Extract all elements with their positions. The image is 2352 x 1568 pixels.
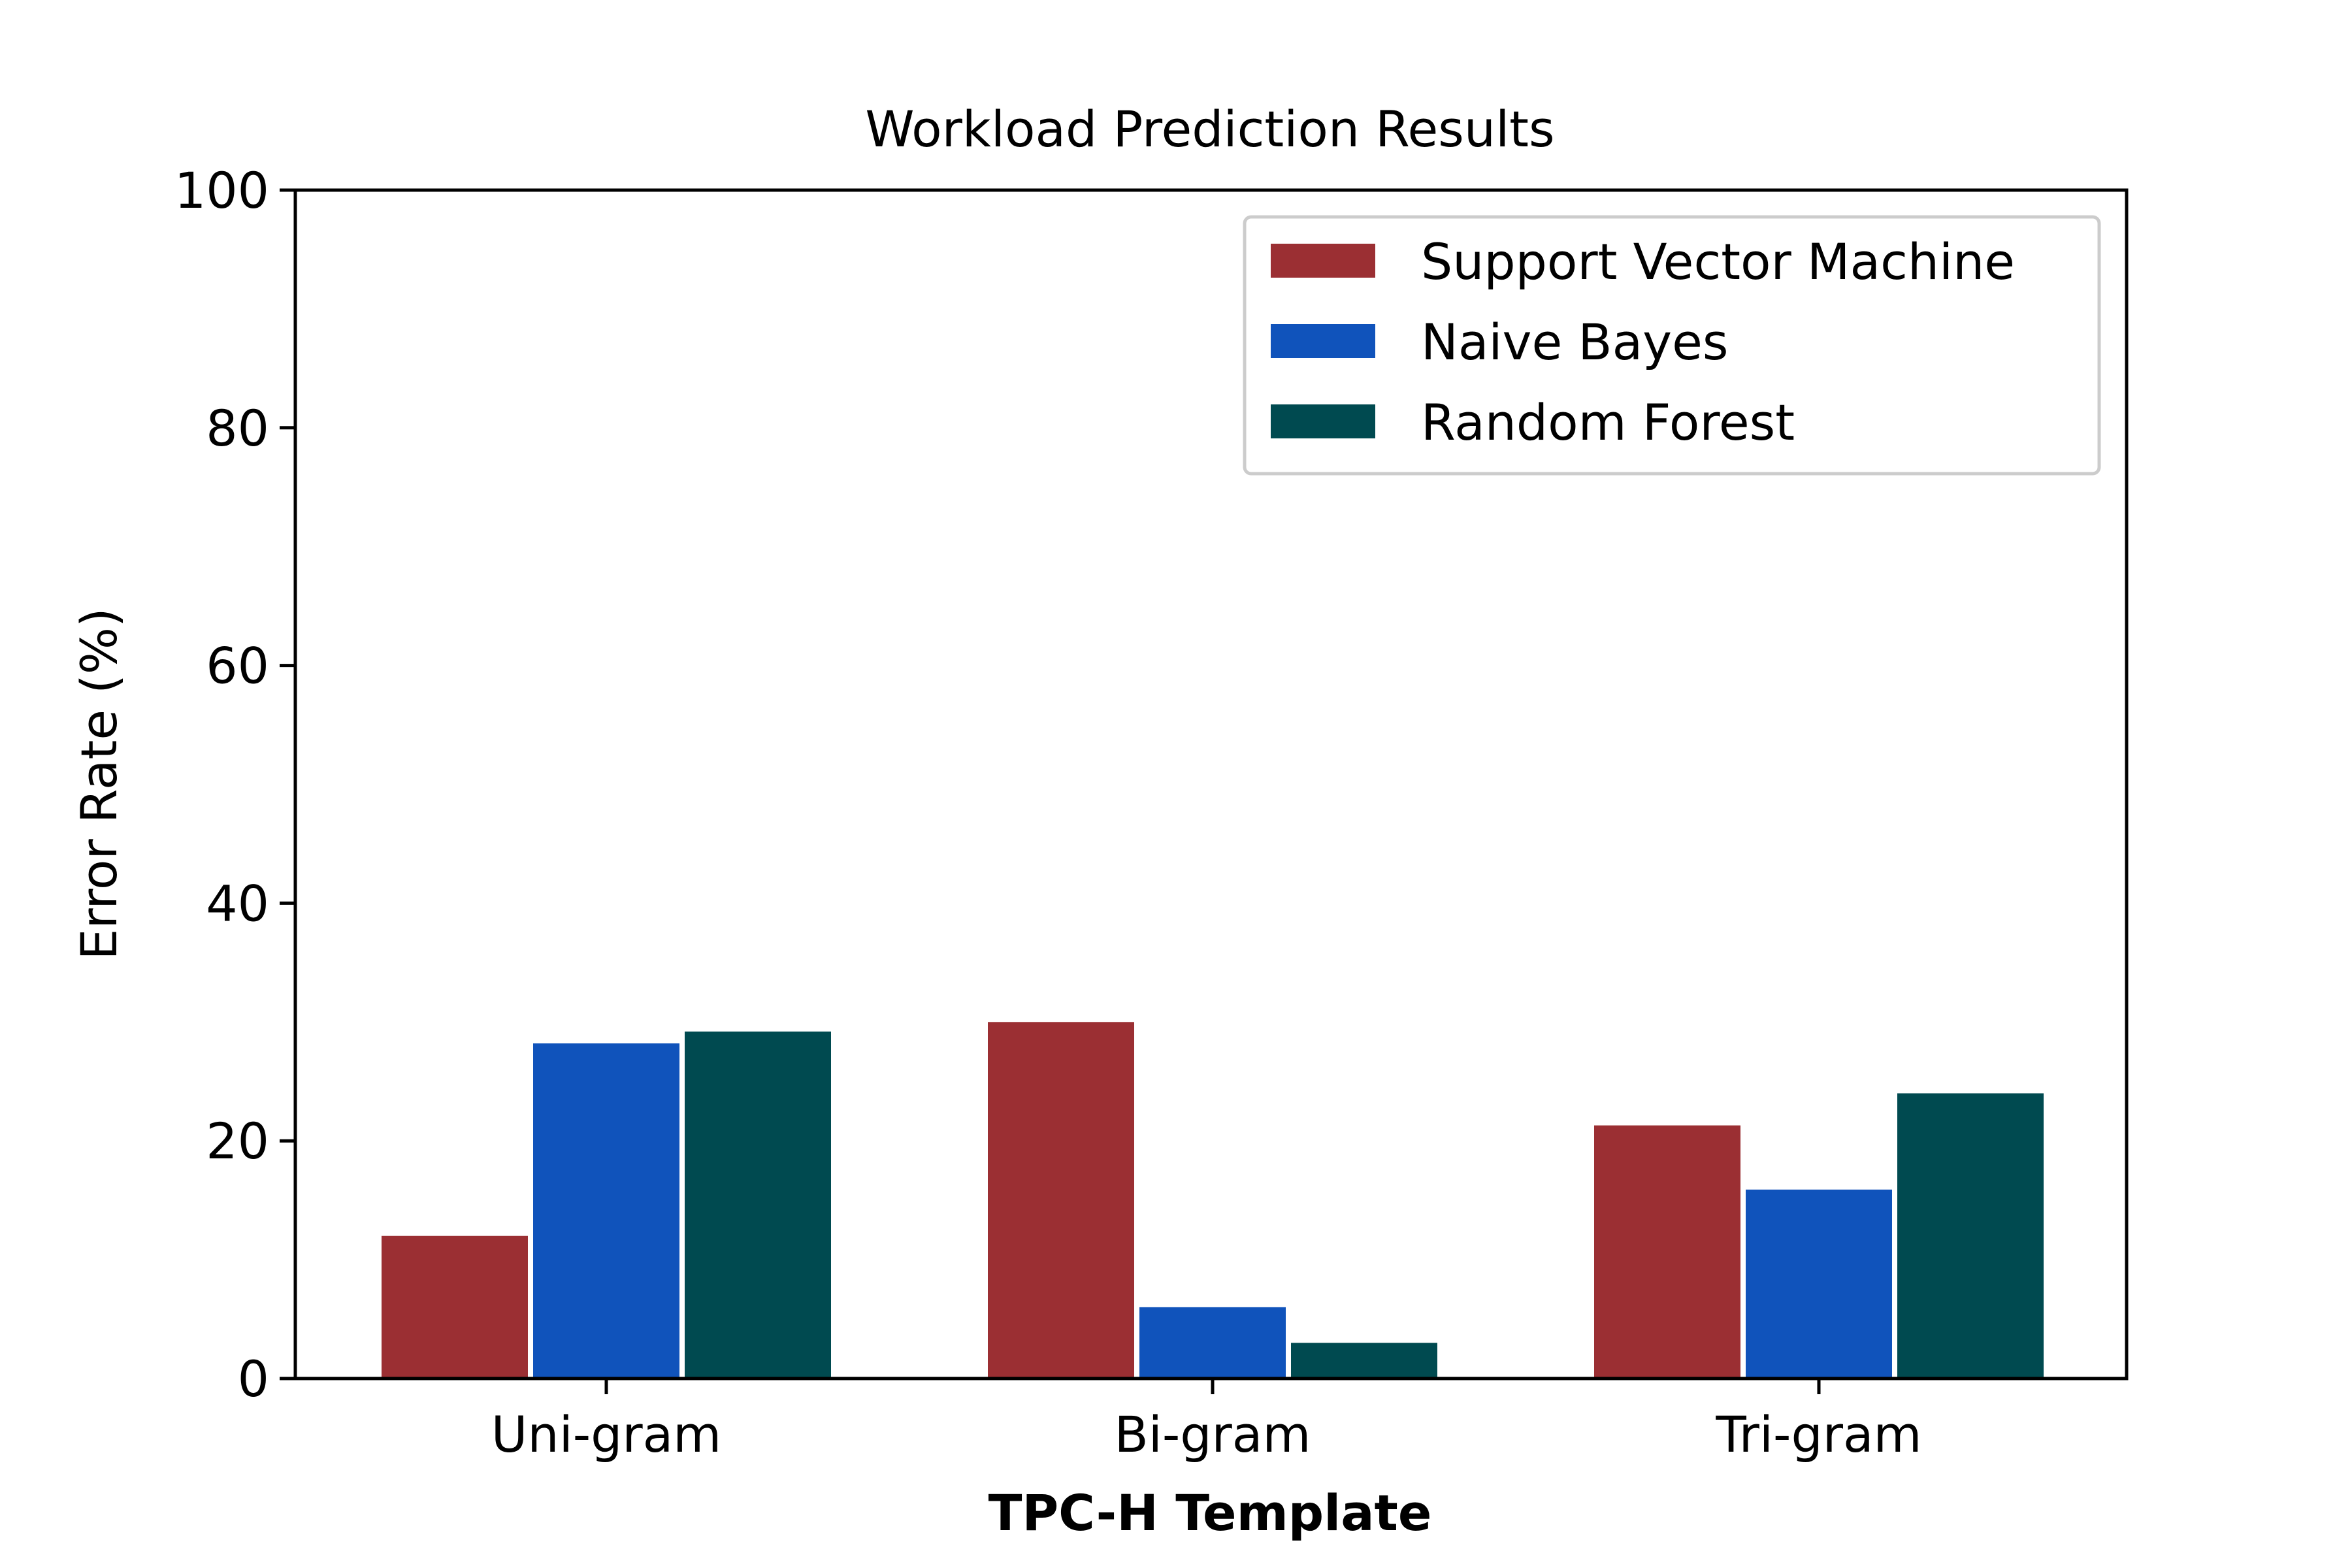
bar	[1897, 1093, 2044, 1379]
legend-swatch	[1271, 244, 1375, 278]
x-tick-label: Uni-gram	[491, 1405, 721, 1463]
bar	[685, 1031, 831, 1379]
legend-label: Random Forest	[1421, 393, 1795, 451]
bar	[1139, 1307, 1286, 1379]
y-tick-label: 0	[238, 1350, 269, 1408]
legend-label: Support Vector Machine	[1421, 233, 2015, 291]
legend-swatch	[1271, 324, 1375, 358]
bar	[1594, 1125, 1740, 1379]
y-tick-label: 20	[206, 1112, 269, 1170]
y-tick-label: 40	[206, 874, 269, 932]
x-axis-label: TPC-H Template	[988, 1484, 1432, 1542]
y-tick-label: 60	[206, 637, 269, 695]
x-tick-label: Tri-gram	[1715, 1405, 1921, 1463]
bar	[1746, 1189, 1892, 1379]
bar	[382, 1235, 528, 1379]
bars-layer	[382, 1022, 2044, 1379]
y-tick-label: 80	[206, 399, 269, 457]
chart-title: Workload Prediction Results	[865, 100, 1554, 158]
legend: Support Vector Machine Naive Bayes Random …	[1243, 215, 2101, 476]
y-axis-label: Error Rate (%)	[70, 608, 128, 960]
bar	[533, 1043, 679, 1379]
bar	[1291, 1343, 1437, 1379]
legend-frame	[1243, 215, 2101, 476]
x-tick-label: Bi-gram	[1115, 1405, 1311, 1463]
legend-label: Naive Bayes	[1421, 313, 1728, 371]
legend-items: Support Vector Machine Naive Bayes Random …	[1271, 233, 2015, 451]
legend-swatch	[1271, 404, 1375, 438]
bar	[988, 1022, 1134, 1379]
axes-layer: 0 20 40 60 80 100 Uni-gram Bi-gram Tri-gram	[174, 161, 2129, 1463]
y-tick-label: 100	[174, 161, 269, 220]
